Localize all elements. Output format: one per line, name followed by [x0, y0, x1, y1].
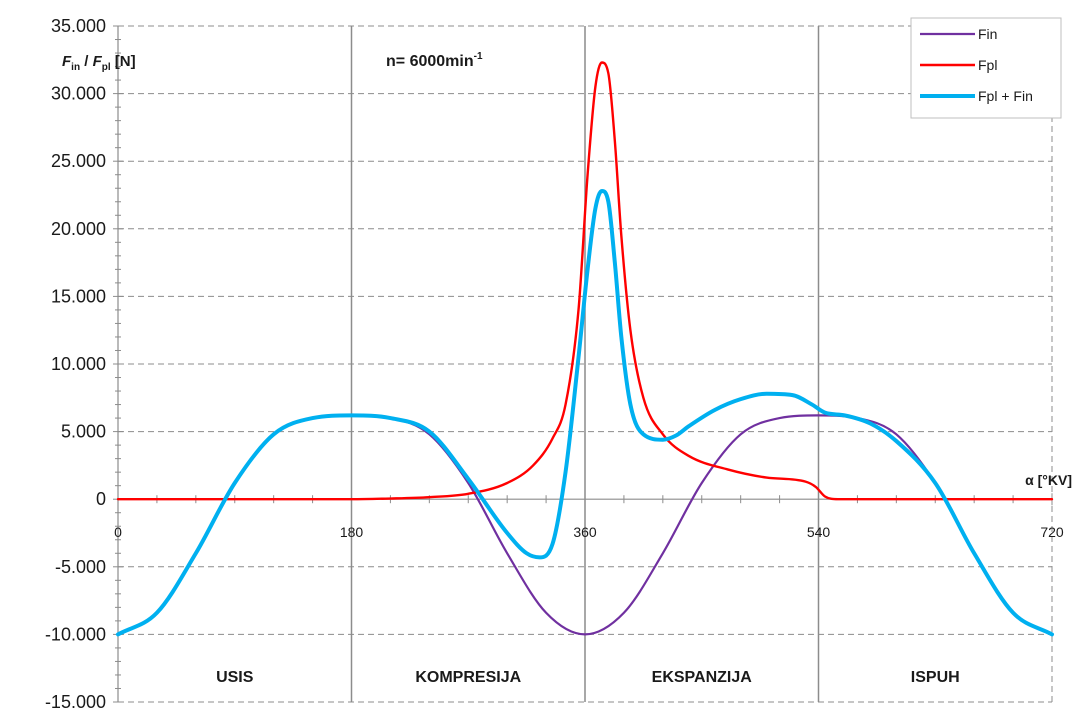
y-tick-label: 10.000	[51, 354, 106, 374]
legend-entries: Fin Fpl Fpl + Fin	[920, 26, 1033, 104]
x-axis-label: α [°KV]	[1025, 472, 1072, 488]
rpm-annotation-sup: -1	[474, 51, 483, 62]
series-line-fpl-fin	[116, 188, 1054, 637]
y-tick-label: 30.000	[51, 84, 106, 104]
y-tick-label: -10.000	[45, 624, 106, 644]
x-tick-label: 180	[340, 524, 364, 540]
phase-label: ISPUH	[911, 669, 960, 686]
series-line-fpl	[116, 61, 1054, 501]
y-axis-label-f1: F	[62, 53, 72, 70]
y-tick-label: 0	[96, 489, 106, 509]
y-axis-label-f2: F	[93, 53, 103, 70]
y-tick-label: 5.000	[61, 422, 106, 442]
y-tick-label: -5.000	[55, 557, 106, 577]
legend-label-fin: Fin	[978, 26, 997, 42]
grid	[118, 25, 1053, 703]
rpm-annotation-base: n= 6000min	[386, 53, 474, 70]
x-tick-label: 360	[573, 524, 597, 540]
y-axis-label: Fin / Fpl [N]	[62, 53, 136, 73]
x-tick-label: 0	[114, 524, 122, 540]
y-axis-label-unit: [N]	[111, 53, 136, 70]
y-tick-label: -15.000	[45, 692, 106, 711]
phase-label: EKSPANZIJA	[652, 669, 753, 686]
legend: Fin Fpl Fpl + Fin	[910, 17, 1062, 119]
y-tick-label: 20.000	[51, 219, 106, 239]
series-lines	[116, 61, 1054, 637]
phase-labels: USIS KOMPRESIJA EKSPANZIJA ISPUH	[216, 669, 960, 686]
phase-label: USIS	[216, 669, 254, 686]
x-tick-labels: 0 180 360 540 720	[114, 524, 1064, 540]
legend-label-fpl-fin: Fpl + Fin	[978, 88, 1033, 104]
phase-dividers	[350, 26, 820, 702]
y-axis-label-sub1: in	[71, 62, 80, 73]
legend-label-fpl: Fpl	[978, 57, 997, 73]
y-tick-label: 35.000	[51, 16, 106, 36]
rpm-annotation: n= 6000min-1	[386, 51, 483, 70]
y-tick-label: 25.000	[51, 151, 106, 171]
x-tick-label: 720	[1040, 524, 1064, 540]
phase-label: KOMPRESIJA	[415, 669, 521, 686]
y-tick-label: 15.000	[51, 286, 106, 306]
y-tick-labels: -15.000 -10.000 -5.000 0 5.000 10.000 15.000 20…	[45, 16, 106, 711]
y-axis-label-sub2: pl	[102, 62, 111, 73]
x-tick-label: 540	[807, 524, 831, 540]
y-axis-label-sep: /	[80, 53, 93, 70]
